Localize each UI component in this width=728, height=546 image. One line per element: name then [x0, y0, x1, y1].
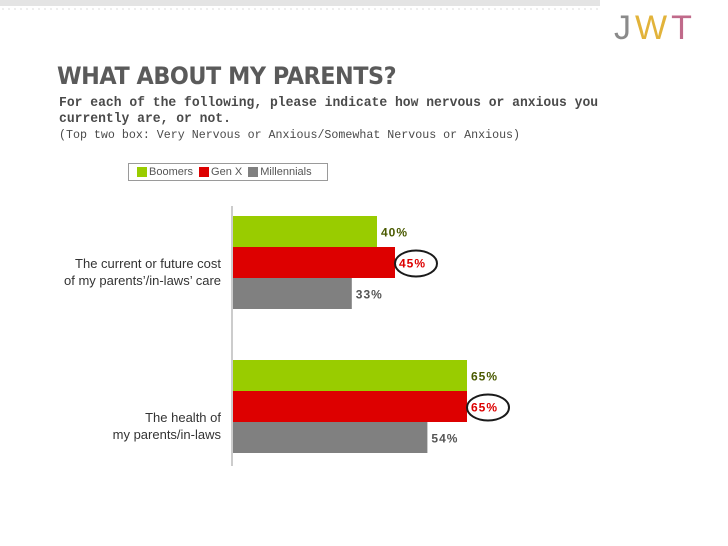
legend-swatch-gen-x	[199, 167, 210, 177]
value-label-gen-x-cat2: 65%	[471, 401, 498, 415]
highlight-circle-cat2	[466, 393, 510, 422]
logo-letter-w: W	[635, 9, 672, 47]
question-text: For each of the following, please indica…	[59, 95, 599, 127]
category-label-cost-line1: The current or future cost	[75, 256, 221, 271]
logo-letter-t: T	[671, 9, 696, 47]
legend-item-millennials: Millennials	[248, 166, 312, 178]
value-label-boomers-cat2: 65%	[471, 370, 498, 384]
highlight-circle-cat1	[394, 249, 438, 278]
jwt-logo: JWT	[614, 6, 714, 50]
value-label-boomers-cat1: 40%	[381, 226, 408, 240]
value-label-millennials-cat1: 33%	[356, 288, 383, 302]
logo-letter-j: J	[614, 9, 635, 47]
category-label-health-line2: my parents/in-laws	[112, 427, 221, 442]
bar-millennials-cat2	[233, 422, 428, 453]
category-label-health-line1: The health of	[145, 410, 221, 425]
top-banner	[0, 0, 600, 6]
top-banner-pattern	[0, 6, 600, 12]
bar-gen-x-cat2	[233, 391, 467, 422]
page-title: WHAT ABOUT MY PARENTS?	[57, 62, 397, 90]
legend-label-gen-x: Gen X	[211, 166, 243, 178]
legend-swatch-boomers	[137, 167, 147, 177]
bar-boomers-cat2	[233, 360, 467, 391]
legend-label-boomers: Boomers	[149, 166, 194, 178]
legend-label-millennials: Millennials	[260, 166, 312, 178]
value-label-gen-x-cat1: 45%	[399, 257, 426, 271]
legend-item-gen-x: Gen X	[199, 166, 242, 178]
bar-boomers-cat1	[233, 216, 377, 247]
legend-swatch-millennials	[248, 167, 259, 177]
category-label-health: The health of my parents/in-laws	[113, 409, 221, 443]
legend-item-boomers: Boomers	[137, 166, 193, 178]
question-note: (Top two box: Very Nervous or Anxious/So…	[59, 128, 521, 142]
bar-gen-x-cat1	[233, 247, 395, 278]
category-label-cost-line2: of my parents’/in-laws’ care	[63, 273, 221, 288]
bar-millennials-cat1	[233, 278, 352, 309]
category-label-cost: The current or future cost of my parents…	[64, 255, 221, 289]
value-label-millennials-cat2: 54%	[431, 432, 458, 446]
chart-legend: Boomers Gen X Millennials	[128, 163, 328, 181]
